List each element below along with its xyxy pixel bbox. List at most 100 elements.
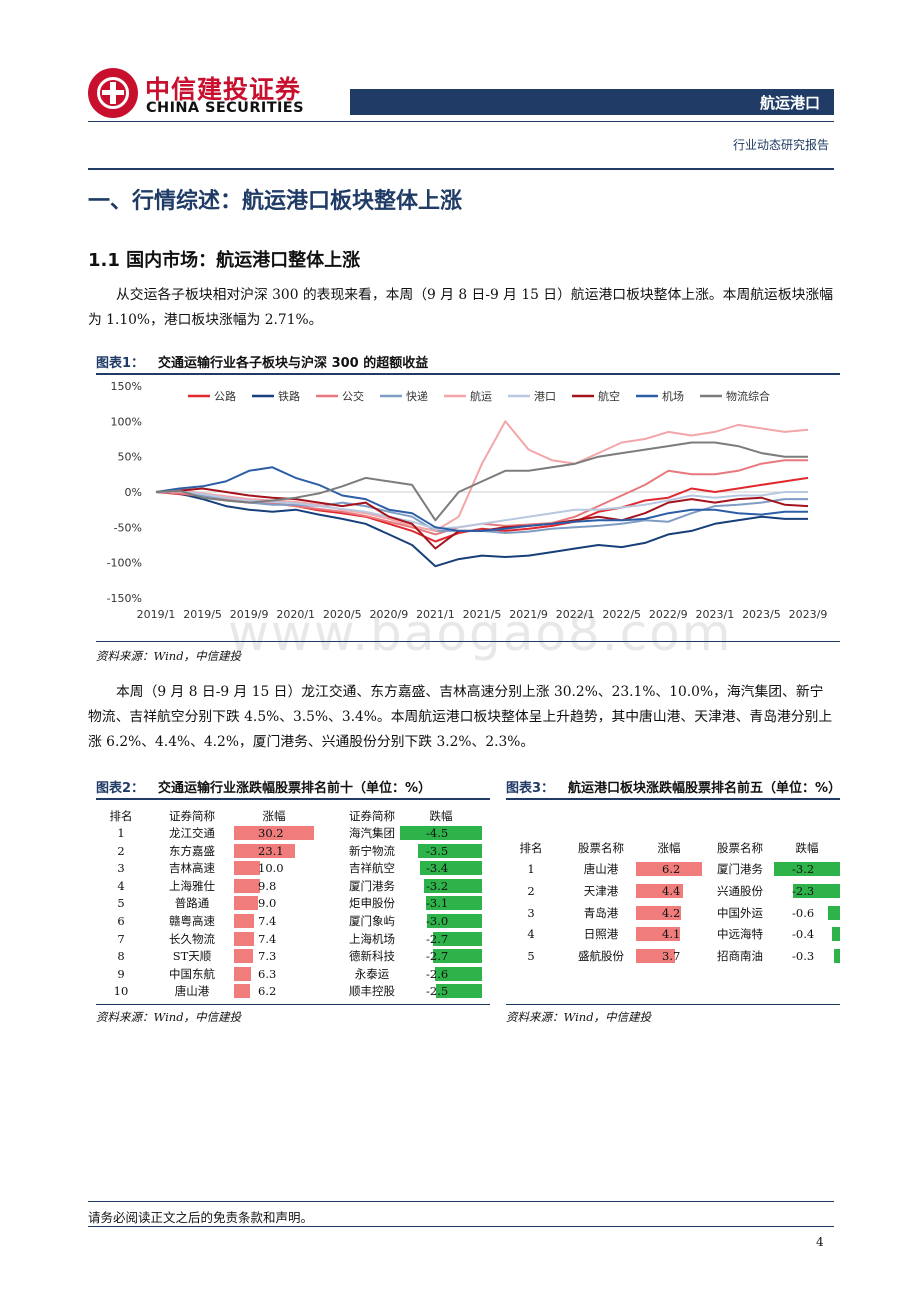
x-tick-label: 2023/5 — [742, 608, 781, 621]
logo-text-en: CHINA SECURITIES — [146, 100, 304, 116]
x-tick-label: 2019/1 — [137, 608, 176, 621]
loss-bar — [792, 883, 840, 898]
header-divider — [88, 121, 834, 122]
y-tick-label: -150% — [107, 592, 142, 605]
gain-bar — [234, 878, 260, 893]
legend-label: 物流综合 — [726, 389, 770, 403]
gain-bar — [234, 966, 251, 981]
paragraph-1: 从交运各子板块相对沪深 300 的表现来看，本周（9 月 8 日-9 月 15 … — [88, 287, 834, 328]
loss-value: -4.5 — [426, 826, 449, 840]
y-tick-label: 100% — [111, 415, 142, 428]
rank-cell: 3 — [527, 905, 535, 920]
gain-bar — [234, 861, 261, 876]
loss-value: -3.1 — [426, 896, 449, 911]
table-header: 涨幅 — [657, 841, 681, 855]
loser-name: 厦门港务 — [717, 862, 763, 876]
loss-value: -0.6 — [792, 905, 815, 920]
subsection-title: 1.1 国内市场：航运港口整体上涨 — [88, 250, 361, 271]
x-tick-label: 2021/5 — [463, 608, 502, 621]
series-line — [155, 420, 809, 532]
loss-bar — [432, 931, 482, 946]
gain-value: 6.2 — [662, 862, 681, 876]
legend-label: 机场 — [662, 389, 684, 403]
excess-return-chart: 150% 100% 50% 0% -50% -100% -150% 2019/1 2019/5… — [107, 380, 828, 621]
table-header: 证券简称 — [349, 809, 395, 823]
figure-2-top-rule — [96, 798, 490, 800]
loss-bar — [831, 927, 840, 942]
loss-value: -0.3 — [792, 949, 815, 964]
loser-name: 厦门港务 — [349, 878, 395, 893]
table-header: 证券简称 — [169, 809, 215, 823]
loser-name: 炬申股份 — [349, 896, 395, 911]
x-tick-label: 2023/1 — [696, 608, 735, 621]
y-tick-label: 150% — [111, 380, 142, 393]
gain-bar — [234, 896, 258, 911]
rank-cell: 2 — [527, 883, 535, 898]
legend-label: 公路 — [214, 390, 236, 403]
header-divider-2 — [88, 168, 834, 170]
loser-name: 海汽集团 — [349, 826, 395, 840]
legend-label: 快递 — [406, 389, 428, 403]
loser-name: 中远海特 — [717, 927, 763, 942]
table-header: 股票名称 — [717, 841, 763, 855]
loss-value: -3.4 — [426, 861, 449, 876]
x-tick-label: 2023/9 — [789, 608, 828, 621]
gainer-name: 唐山港 — [174, 984, 210, 999]
loss-bar — [425, 896, 482, 911]
gainer-name: 天津港 — [583, 883, 619, 898]
y-tick-label: 50% — [118, 451, 142, 464]
loss-bar — [833, 949, 840, 964]
gainer-name: 龙江交通 — [169, 826, 215, 840]
loser-name: 招商南油 — [717, 949, 763, 964]
figure-2-caption: 交通运输行业涨跌幅股票排名前十（单位：%） — [158, 781, 432, 796]
loser-name: 顺丰控股 — [349, 984, 395, 999]
loss-value: -3.2 — [426, 878, 449, 893]
loss-bar — [432, 949, 482, 964]
footer-divider-2 — [88, 1226, 834, 1227]
table-header: 排名 — [109, 809, 133, 823]
gainer-name: 普路通 — [174, 896, 210, 911]
x-tick-label: 2022/1 — [556, 608, 595, 621]
watermark: www.baogao8.com — [228, 604, 733, 662]
gainer-name: 青岛港 — [583, 905, 619, 920]
figure-3-number: 图表3： — [506, 781, 555, 796]
gain-value: 3.7 — [662, 949, 681, 964]
loss-value: -3.2 — [792, 862, 815, 876]
figure-1-number: 图表1： — [96, 356, 145, 371]
x-tick-label: 2022/5 — [602, 608, 641, 621]
gain-value: 4.1 — [662, 927, 681, 942]
loss-value: -2.5 — [426, 984, 449, 999]
loss-value: -3.0 — [426, 914, 449, 928]
loss-bar — [423, 878, 482, 893]
gain-bar — [636, 927, 680, 942]
figure-1-bottom-rule — [96, 641, 840, 642]
gain-value: 23.1 — [258, 843, 284, 858]
rank-cell: 8 — [117, 949, 125, 964]
loss-value: -3.5 — [426, 843, 449, 858]
loser-name: 厦门象屿 — [349, 914, 395, 928]
rank-cell: 6 — [117, 914, 125, 928]
footer-divider — [88, 1201, 834, 1202]
x-tick-label: 2019/9 — [230, 608, 269, 621]
legend-label: 公交 — [342, 389, 364, 403]
disclaimer-text: 请务必阅读正文之后的免责条款和声明。 — [88, 1210, 314, 1225]
gainer-name: 东方嘉盛 — [169, 843, 215, 858]
top-five-table: 排名 股票名称 涨幅 股票名称 跌幅 1 唐山港 6.2 厦门港务 -3.2 2 天津港 4.4 兴通股份… — [506, 806, 840, 1002]
gainer-name: 赣粤高速 — [169, 914, 215, 928]
section-label: 航运港口 — [759, 94, 820, 112]
series-line — [155, 466, 808, 532]
gain-bar — [234, 931, 254, 946]
legend-label: 港口 — [534, 390, 556, 403]
loser-name: 新宁物流 — [349, 843, 395, 858]
y-tick-label: 0% — [125, 486, 142, 499]
legend-label: 航运 — [470, 389, 492, 403]
figure-1-title: 图表1： 交通运输行业各子板块与沪深 300 的超额收益 — [96, 352, 428, 371]
paragraph-2: 本周（9 月 8 日-9 月 15 日）龙江交通、东方嘉盛、吉林高速分别上涨 3… — [88, 684, 833, 750]
gain-value: 30.2 — [258, 826, 284, 840]
figure-3-top-rule — [506, 798, 840, 800]
gain-value: 7.4 — [258, 914, 277, 928]
rank-cell: 4 — [117, 878, 125, 893]
rank-cell: 4 — [527, 927, 535, 942]
loser-name: 吉祥航空 — [349, 861, 395, 876]
gainer-name: 中国东航 — [169, 966, 215, 981]
